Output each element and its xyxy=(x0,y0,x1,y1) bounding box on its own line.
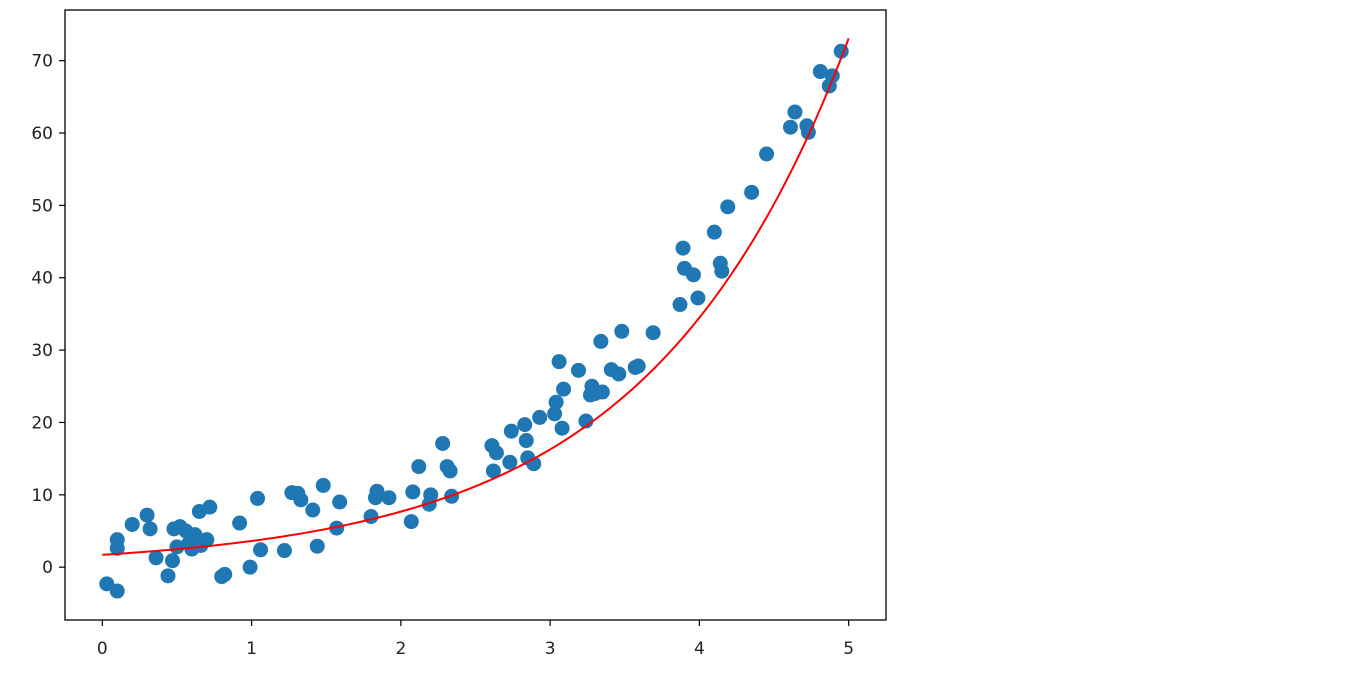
scatter-point xyxy=(706,224,722,240)
scatter-point xyxy=(675,240,691,256)
fit-curve xyxy=(102,38,850,556)
scatter-point xyxy=(593,333,609,349)
scatter-point xyxy=(160,568,176,584)
scatter-point xyxy=(518,433,534,449)
scatter-point xyxy=(672,297,688,313)
scatter-point xyxy=(517,417,533,433)
scatter-point xyxy=(485,463,501,479)
scatter-point xyxy=(124,516,140,532)
scatter-point xyxy=(142,521,158,537)
scatter-point xyxy=(782,119,798,135)
scatter-point xyxy=(363,509,379,525)
scatter-point xyxy=(714,263,730,279)
x-tick-label: 0 xyxy=(97,639,108,659)
scatter-point xyxy=(556,381,572,397)
scatter-point xyxy=(547,406,563,422)
scatter-point xyxy=(164,553,180,569)
x-tick-label: 1 xyxy=(246,639,257,659)
scatter-point xyxy=(217,566,233,582)
scatter-point xyxy=(442,463,458,479)
x-axis: 0 1 2 3 4 5 xyxy=(97,620,854,659)
scatter-point xyxy=(369,483,385,499)
scatter-point xyxy=(690,290,706,306)
scatter-point xyxy=(435,435,451,451)
x-tick-label: 4 xyxy=(694,639,705,659)
scatter-point xyxy=(305,502,321,518)
scatter-point xyxy=(293,492,309,508)
y-axis: 0 10 20 30 40 50 60 70 xyxy=(31,52,65,578)
scatter-point xyxy=(503,423,519,439)
scatter-point xyxy=(242,559,258,575)
scatter-point xyxy=(139,507,155,523)
scatter-point xyxy=(232,515,248,531)
scatter-point xyxy=(329,520,345,536)
scatter-point xyxy=(611,366,627,382)
scatter-point xyxy=(381,490,397,506)
scatter-point xyxy=(411,459,427,475)
x-tick-label: 5 xyxy=(843,639,854,659)
scatter-point xyxy=(720,199,736,215)
scatter-point xyxy=(148,550,164,566)
scatter-point xyxy=(630,358,646,374)
scatter-point xyxy=(812,64,828,80)
scatter-point xyxy=(614,323,630,339)
y-tick-label: 30 xyxy=(31,341,53,361)
scatter-point xyxy=(554,420,570,436)
scatter-point xyxy=(169,539,185,555)
scatter-point xyxy=(109,540,125,556)
scatter-point xyxy=(332,494,348,510)
scatter-point xyxy=(551,354,567,370)
y-tick-label: 50 xyxy=(31,196,53,216)
axes-frame xyxy=(64,9,887,621)
scatter-point xyxy=(202,499,218,515)
scatter-point xyxy=(488,445,504,461)
x-tick-label: 2 xyxy=(395,639,406,659)
scatter-point xyxy=(109,583,125,599)
scatter-point xyxy=(403,514,419,530)
y-tick-label: 70 xyxy=(31,52,53,72)
x-tick-label: 3 xyxy=(545,639,556,659)
scatter-point xyxy=(744,184,760,200)
scatter-point xyxy=(253,542,269,558)
scatter-point xyxy=(759,146,775,162)
scatter-point xyxy=(532,409,548,425)
y-tick-label: 0 xyxy=(42,558,53,578)
scatter-point xyxy=(645,325,661,341)
scatter-point xyxy=(594,384,610,400)
scatter-point xyxy=(250,490,266,506)
scatter-point xyxy=(423,487,439,503)
scatter-point xyxy=(502,454,518,470)
scatter-point xyxy=(99,576,115,592)
scatter-point xyxy=(578,413,594,429)
scatter-point xyxy=(685,267,701,283)
y-tick-label: 40 xyxy=(31,269,53,289)
y-tick-label: 60 xyxy=(31,124,53,144)
scatter-point xyxy=(315,477,331,493)
scatter-point xyxy=(787,104,803,120)
scatter-point xyxy=(276,543,292,559)
scatter-point xyxy=(309,538,325,554)
plot-area xyxy=(99,38,850,599)
y-tick-label: 10 xyxy=(31,486,53,506)
scatter-point xyxy=(571,362,586,378)
scatter-point xyxy=(199,532,215,548)
scatter-point xyxy=(405,484,421,500)
scatter-point xyxy=(548,394,564,410)
y-tick-label: 20 xyxy=(31,413,53,433)
